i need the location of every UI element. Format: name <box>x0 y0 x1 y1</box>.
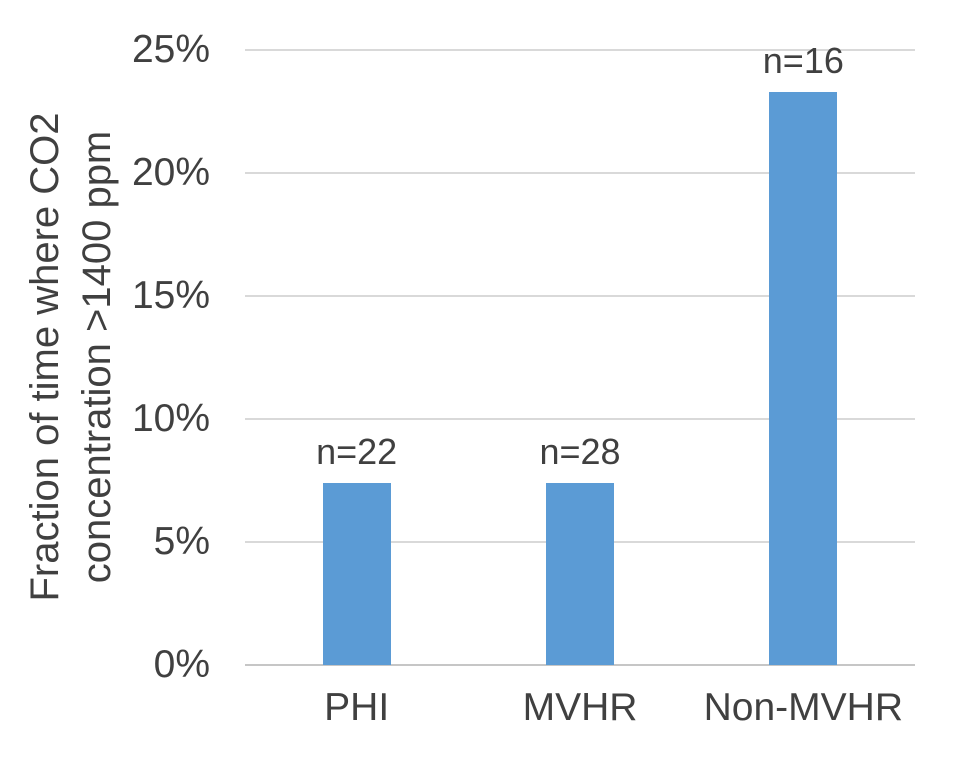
y-tick-label: 20% <box>131 151 210 194</box>
y-tick-label: 0% <box>153 643 210 686</box>
bar-non-mvhr <box>769 91 838 665</box>
y-axis-title-line1: Fraction of time where CO2 <box>23 112 67 602</box>
y-axis-title: Fraction of time where CO2 concentration… <box>19 17 127 697</box>
y-tick-label: 25% <box>131 28 210 71</box>
gridline <box>245 418 915 420</box>
x-tick-label-phi: PHI <box>324 686 390 729</box>
gridline <box>245 172 915 174</box>
y-axis-title-line2: concentration >1400 ppm <box>75 130 119 584</box>
plot-area: n=22 n=28 n=16 <box>245 40 915 666</box>
gridline <box>245 49 915 51</box>
x-tick-label-non-mvhr: Non-MVHR <box>703 686 904 729</box>
bar-data-label: n=22 <box>316 430 398 472</box>
y-tick-label: 15% <box>131 274 210 317</box>
gridline <box>245 295 915 297</box>
bar-mvhr <box>546 482 614 665</box>
bar-data-label: n=28 <box>539 430 621 472</box>
bar-data-label: n=16 <box>762 39 844 81</box>
x-tick-label-mvhr: MVHR <box>522 686 638 729</box>
y-tick-label: 5% <box>153 520 210 563</box>
y-tick-label: 10% <box>131 397 210 440</box>
bar-phi <box>322 482 391 665</box>
x-axis-line <box>245 664 915 666</box>
